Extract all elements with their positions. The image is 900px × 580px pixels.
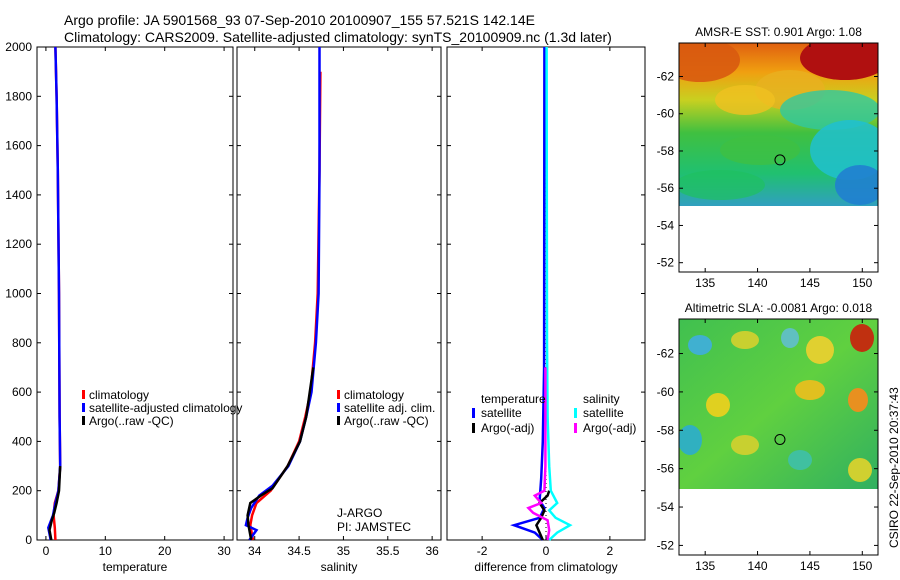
temperature-xtick-label: 0 xyxy=(43,544,50,558)
csiro-timestamp: CSIRO 22-Sep-2010 20:37:43 xyxy=(887,387,900,548)
temperature-axes-box xyxy=(36,46,234,541)
sst_map-title: AMSR-E SST: 0.901 Argo: 1.08 xyxy=(695,25,862,39)
difference-legend-label: satellite xyxy=(481,406,522,420)
sla_map-ytick-label: -52 xyxy=(657,538,675,552)
temperature-xtick-label: 20 xyxy=(158,544,172,558)
salinity-series-2 xyxy=(246,367,315,541)
temperature-legend-label: climatology xyxy=(89,388,149,402)
sst_map-chart: 135 140 145 150 -52 -54 -56 -58 -60 -62 AMSR-E SST… xyxy=(657,25,879,290)
legend-header-temperature: temperature xyxy=(481,392,546,406)
temperature-ytick-label: 400 xyxy=(12,434,32,448)
pi-label: PI: JAMSTEC xyxy=(337,520,411,534)
profile-title: Argo profile: JA 5901568_93 07-Sep-2010 … xyxy=(64,12,535,28)
difference-xtick-label: 2 xyxy=(607,544,614,558)
sla_map-xtick-label: 140 xyxy=(748,559,768,573)
temperature-ytick-label: 2000 xyxy=(5,40,32,54)
salinity-legend-label: climatology xyxy=(344,388,404,402)
temperature-legend-swatch xyxy=(82,390,85,399)
difference-xtick-label: -2 xyxy=(477,544,488,558)
sla_map-xtick-label: 150 xyxy=(852,559,872,573)
sla_map-title: Altimetric SLA: -0.0081 Argo: 0.018 xyxy=(685,301,873,315)
temperature-ytick-label: 0 xyxy=(25,533,32,547)
temperature-ytick-label: 1600 xyxy=(5,139,32,153)
sst_map-xtick-label: 145 xyxy=(800,276,820,290)
temperature-ytick-label: 800 xyxy=(12,336,32,350)
difference-xtick-label: 0 xyxy=(543,544,550,558)
temperature-legend-swatch xyxy=(82,416,85,425)
temperature-ytick-label: 200 xyxy=(12,484,32,498)
sst_map-xtick-label: 135 xyxy=(695,276,715,290)
difference-series-1 xyxy=(534,490,551,541)
sst_map-ytick-label: -60 xyxy=(657,107,675,121)
sla_map-ytick-label: -58 xyxy=(657,423,675,437)
salinity-legend-swatch xyxy=(337,390,340,399)
sla_map-ytick-label: -62 xyxy=(657,347,675,361)
temperature-ytick-label: 1400 xyxy=(5,188,32,202)
sst_map-axes-box xyxy=(678,42,879,273)
temperature-legend-label: satellite-adjusted climatology xyxy=(89,401,242,415)
sla-heatmap xyxy=(679,319,878,489)
difference-legend-label: Argo(-adj) xyxy=(481,421,534,435)
sla_map-xtick-label: 135 xyxy=(695,559,715,573)
difference-chart: -2 0 2 difference from climatology temperatu… xyxy=(446,46,646,574)
sst_map-ytick-label: -62 xyxy=(657,70,675,84)
sst_map-xtick-label: 140 xyxy=(748,276,768,290)
difference-series-2 xyxy=(545,46,573,541)
salinity-legend-label: satellite adj. clim. xyxy=(344,401,435,415)
temperature-chart: 0 10 20 30 0 200 400 600 800 1000 1200 1400 1600 1800… xyxy=(5,40,242,574)
sst_map-ytick-label: -58 xyxy=(657,144,675,158)
sla_map-ytick-label: -56 xyxy=(657,462,675,476)
sst_map-ytick-label: -54 xyxy=(657,218,675,232)
difference-legend-label: satellite xyxy=(583,406,624,420)
sla_map-ytick-label: -60 xyxy=(657,385,675,399)
float-program-label: J-ARGO xyxy=(337,506,382,520)
salinity-xtick-label: 35 xyxy=(337,544,351,558)
temperature-xtick-label: 30 xyxy=(217,544,231,558)
temperature-ytick-label: 1200 xyxy=(5,237,32,251)
salinity-legend-label: Argo(..raw -QC) xyxy=(344,414,429,428)
sla_map-chart: 135 140 145 150 -52 -54 -56 -58 -60 -62 Altimetric… xyxy=(657,301,879,573)
temperature-ytick-label: 600 xyxy=(12,385,32,399)
salinity-xtick-label: 34 xyxy=(248,544,262,558)
difference-legend-swatch xyxy=(574,423,577,433)
sst_map-ytick-label: -56 xyxy=(657,181,675,195)
sst-heatmap xyxy=(679,43,878,206)
salinity-xtick-label: 35.5 xyxy=(376,544,400,558)
difference-legend-swatch xyxy=(472,408,475,418)
legend-header-salinity: salinity xyxy=(583,392,620,406)
difference-series-0 xyxy=(510,46,546,541)
sla_map-axes-box xyxy=(678,318,879,556)
temperature-series-2 xyxy=(48,466,62,541)
temperature-xlabel: temperature xyxy=(103,560,168,574)
salinity-axes-box xyxy=(236,46,442,541)
sla_map-profile-marker xyxy=(774,433,786,445)
temperature-legend-swatch xyxy=(82,403,85,412)
temperature-series-1 xyxy=(47,46,62,541)
temperature-ytick-label: 1800 xyxy=(5,89,32,103)
sla_map-ytick-label: -54 xyxy=(657,500,675,514)
sst_map-ytick-label: -52 xyxy=(657,256,675,270)
climatology-title: Climatology: CARS2009. Satellite-adjuste… xyxy=(64,29,612,45)
difference-legend-swatch xyxy=(472,423,475,433)
salinity-xlabel: salinity xyxy=(321,560,358,574)
sst_map-xtick-label: 150 xyxy=(852,276,872,290)
difference-legend-swatch xyxy=(574,408,577,418)
sst_map-profile-marker xyxy=(774,154,786,166)
difference-xlabel: difference from climatology xyxy=(474,560,617,574)
difference-series-3 xyxy=(526,367,551,541)
salinity-xtick-label: 36 xyxy=(425,544,439,558)
sla_map-xtick-label: 145 xyxy=(800,559,820,573)
salinity-xtick-label: 34.5 xyxy=(287,544,311,558)
temperature-ytick-label: 1000 xyxy=(5,287,32,301)
salinity-legend-swatch xyxy=(337,416,340,425)
temperature-legend-label: Argo(..raw -QC) xyxy=(89,414,174,428)
salinity-legend-swatch xyxy=(337,403,340,412)
temperature-xtick-label: 10 xyxy=(99,544,113,558)
difference-legend-label: Argo(-adj) xyxy=(583,421,636,435)
salinity-chart: 34 34.5 35 35.5 36 salinity climatologysatelli… xyxy=(236,46,442,574)
salinity-series-1 xyxy=(244,47,321,541)
